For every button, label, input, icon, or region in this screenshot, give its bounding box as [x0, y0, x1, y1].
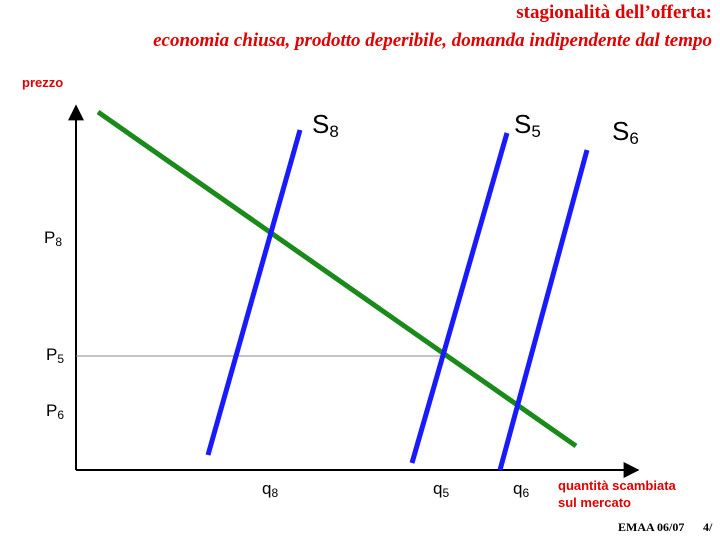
curve-label: S8 [312, 109, 339, 141]
price-label-sub: 5 [57, 352, 64, 366]
footer-page: 4/ [703, 520, 713, 534]
title-line: economia chiusa, prodotto deperibile, do… [153, 30, 712, 51]
price-label-main: P [46, 345, 57, 364]
x-axis-label: quantità scambiata [558, 478, 677, 493]
curve-label-main: S [612, 116, 629, 146]
quantity-label-main: q [433, 479, 442, 498]
curve-label-main: S [514, 109, 531, 139]
curve-label: S6 [612, 116, 639, 148]
supply-curve [497, 149, 590, 471]
quantity-label-main: q [513, 479, 522, 498]
x-axis-label: sul mercato [558, 495, 631, 510]
price-label: P6 [46, 401, 64, 422]
curve-label-sub: 6 [629, 129, 638, 148]
curve-label-sub: 8 [329, 122, 338, 141]
quantity-label-sub: 5 [442, 486, 449, 500]
curve-label: S5 [514, 109, 541, 141]
supply-curve [205, 129, 303, 456]
price-label-sub: 6 [57, 408, 64, 422]
curve-label-main: S [312, 109, 329, 139]
price-label: P8 [44, 228, 62, 249]
quantity-label: q5 [433, 479, 449, 500]
price-label-main: P [46, 401, 57, 420]
quantity-label-main: q [262, 479, 271, 498]
footer-course: EMAA 06/07 [618, 520, 684, 534]
price-label-sub: 8 [55, 235, 62, 249]
quantity-label-sub: 6 [522, 486, 529, 500]
price-label: P5 [46, 345, 64, 366]
demand-curve [96, 109, 578, 449]
y-axis-label: prezzo [22, 75, 63, 90]
price-label-main: P [44, 228, 55, 247]
quantity-label-sub: 8 [271, 486, 278, 500]
quantity-label: q8 [262, 479, 278, 500]
title-line: stagionalità dell’offerta: [516, 2, 712, 23]
supply-curve [409, 132, 510, 464]
quantity-label: q6 [513, 479, 529, 500]
curve-label-sub: 5 [531, 122, 540, 141]
